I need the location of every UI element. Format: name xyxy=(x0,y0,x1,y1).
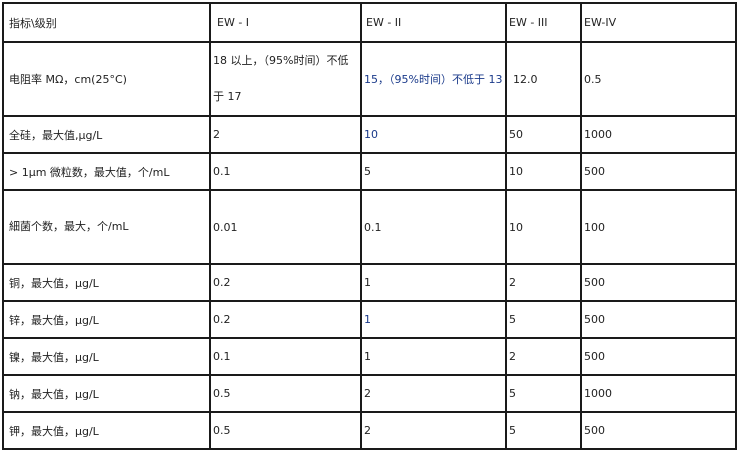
table-row: 全硅，最大值,μg/L 2 10 50 1000 xyxy=(2,115,737,154)
table-row: 锌，最大值，μg/L 0.2 1 5 500 xyxy=(2,300,737,339)
value-cell: 1 xyxy=(360,337,507,376)
value-cell: 0.2 xyxy=(209,263,362,302)
value-cell: 100 xyxy=(580,189,737,265)
row-label-cell: 全硅，最大值,μg/L xyxy=(2,115,211,154)
value-cell: 2 xyxy=(505,263,582,302)
value-cell: 500 xyxy=(580,263,737,302)
value-cell: 2 xyxy=(360,411,507,450)
row-label-cell: 钾，最大值，μg/L xyxy=(2,411,211,450)
value-cell: 0.1 xyxy=(209,152,362,191)
table-row: 铜，最大值，μg/L 0.2 1 2 500 xyxy=(2,263,737,302)
row-label-cell: > 1μm 微粒数，最大值，个/mL xyxy=(2,152,211,191)
value-cell: 0.01 xyxy=(209,189,362,265)
value-cell: 5 xyxy=(505,374,582,413)
table-row: > 1μm 微粒数，最大值，个/mL 0.1 5 10 500 xyxy=(2,152,737,191)
value-cell: 2 xyxy=(360,374,507,413)
header-cell: EW - III xyxy=(505,2,582,43)
header-cell: EW - II xyxy=(360,2,507,43)
value-cell: 2 xyxy=(209,115,362,154)
value-cell: 18 以上，（95%时间）不低于 17 xyxy=(209,41,362,117)
value-cell: 0.1 xyxy=(209,337,362,376)
value-cell: 10 xyxy=(505,189,582,265)
value-cell: 0.5 xyxy=(209,411,362,450)
value-cell: 0.5 xyxy=(580,41,737,117)
value-cell: 15，（95%时间）不低于 13 xyxy=(360,41,507,117)
row-label-cell: 細菌个数，最大，个/mL xyxy=(2,189,211,265)
value-cell: 1000 xyxy=(580,374,737,413)
value-cell: 500 xyxy=(580,152,737,191)
table-row: 細菌个数，最大，个/mL 0.01 0.1 10 100 xyxy=(2,189,737,265)
table-row: 电阻率 MΩ，cm(25°C) 18 以上，（95%时间）不低于 17 15，（95… xyxy=(2,41,737,117)
value-cell: 1 xyxy=(360,263,507,302)
header-cell: 指标\级别 xyxy=(2,2,211,43)
value-cell: 0.2 xyxy=(209,300,362,339)
value-cell: 50 xyxy=(505,115,582,154)
row-label-cell: 电阻率 MΩ，cm(25°C) xyxy=(2,41,211,117)
water-quality-table: 指标\级别 EW - I EW - II EW - III EW-IV 电阻率 … xyxy=(2,2,737,450)
value-cell: 1 xyxy=(360,300,507,339)
value-cell: 10 xyxy=(505,152,582,191)
value-cell: 5 xyxy=(505,411,582,450)
value-cell: 1000 xyxy=(580,115,737,154)
table-row: 钠，最大值，μg/L 0.5 2 5 1000 xyxy=(2,374,737,413)
value-cell: 5 xyxy=(505,300,582,339)
row-label-cell: 锌，最大值，μg/L xyxy=(2,300,211,339)
value-cell: 5 xyxy=(360,152,507,191)
value-cell: 2 xyxy=(505,337,582,376)
value-cell: 12.0 xyxy=(505,41,582,117)
value-cell: 0.1 xyxy=(360,189,507,265)
value-cell: 500 xyxy=(580,411,737,450)
value-cell: 500 xyxy=(580,300,737,339)
value-cell: 500 xyxy=(580,337,737,376)
header-cell: EW - I xyxy=(209,2,362,43)
value-cell: 10 xyxy=(360,115,507,154)
value-cell: 0.5 xyxy=(209,374,362,413)
row-label-cell: 铜，最大值，μg/L xyxy=(2,263,211,302)
row-label-cell: 钠，最大值，μg/L xyxy=(2,374,211,413)
table-row: 镍，最大值，μg/L 0.1 1 2 500 xyxy=(2,337,737,376)
header-cell: EW-IV xyxy=(580,2,737,43)
row-label-cell: 镍，最大值，μg/L xyxy=(2,337,211,376)
table-row: 钾，最大值，μg/L 0.5 2 5 500 xyxy=(2,411,737,450)
header-row: 指标\级别 EW - I EW - II EW - III EW-IV xyxy=(2,2,737,43)
